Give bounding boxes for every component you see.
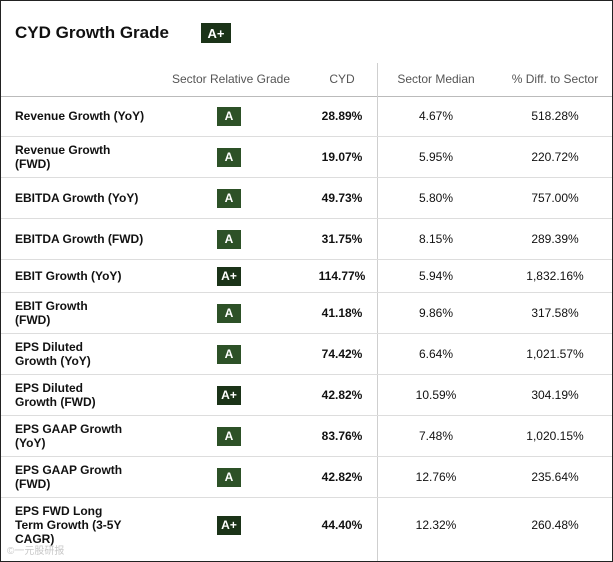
table-row: EPS FWD Long Term Growth (3-5Y CAGR) A+ … xyxy=(1,498,612,552)
cyd-value: 114.77% xyxy=(318,269,366,283)
metric-label: Revenue Growth (FWD) xyxy=(15,143,111,171)
grade-badge: A xyxy=(217,229,241,249)
cyd-value: 42.82% xyxy=(321,388,363,402)
sector-median-value: 12.76% xyxy=(415,470,457,484)
cyd-value: 19.07% xyxy=(321,150,363,164)
diff-value: 757.00% xyxy=(531,191,579,205)
table-header: Sector Relative Grade CYD Sector Median … xyxy=(1,63,612,97)
table-row: EPS Diluted Growth (YoY) A 74.42% 6.64% … xyxy=(1,334,612,375)
metric-label: EPS FWD Long Term Growth (3-5Y CAGR) xyxy=(15,504,122,546)
grade-badge: A xyxy=(217,106,241,126)
metric-label: EBIT Growth (FWD) xyxy=(15,299,88,327)
grade-badge: A xyxy=(217,303,241,323)
grade-badge: A xyxy=(217,188,241,208)
cyd-value: 44.40% xyxy=(321,518,363,532)
overall-grade-badge: A+ xyxy=(200,23,231,43)
diff-value: 1,021.57% xyxy=(526,347,584,361)
table-row: EBIT Growth (YoY) A+ 114.77% 5.94% 1,832… xyxy=(1,260,612,293)
diff-value: 289.39% xyxy=(531,232,579,246)
grade-badge: A+ xyxy=(217,266,241,286)
sector-median-value: 12.32% xyxy=(415,518,457,532)
diff-value: 235.64% xyxy=(531,470,579,484)
cyd-value: 41.18% xyxy=(321,306,363,320)
sector-median-value: 5.80% xyxy=(418,191,454,205)
header-sector-relative-grade[interactable]: Sector Relative Grade xyxy=(171,72,291,86)
header-diff-to-sector[interactable]: % Diff. to Sector xyxy=(511,72,599,86)
page-title: CYD Growth Grade xyxy=(15,23,169,42)
cyd-value: 42.82% xyxy=(321,470,363,484)
grade-badge: A xyxy=(217,467,241,487)
metric-label: EPS GAAP Growth (YoY) xyxy=(15,422,123,450)
metric-label: EBITDA Growth (YoY) xyxy=(15,191,139,205)
column-divider xyxy=(377,63,378,561)
table-row: EPS GAAP Growth (FWD) A 42.82% 12.76% 23… xyxy=(1,457,612,498)
table-row: EPS GAAP Growth (YoY) A 83.76% 7.48% 1,0… xyxy=(1,416,612,457)
diff-value: 1,832.16% xyxy=(526,269,584,283)
grade-badge: A+ xyxy=(217,515,241,535)
cyd-value: 74.42% xyxy=(321,347,363,361)
cyd-value: 49.73% xyxy=(321,191,363,205)
table-row: Revenue Growth (YoY) A 28.89% 4.67% 518.… xyxy=(1,96,612,137)
table-row: EBITDA Growth (YoY) A 49.73% 5.80% 757.0… xyxy=(1,178,612,219)
grade-badge: A xyxy=(217,344,241,364)
sector-median-value: 8.15% xyxy=(418,232,454,246)
diff-value: 518.28% xyxy=(531,109,579,123)
sector-median-value: 4.67% xyxy=(418,109,454,123)
cyd-value: 83.76% xyxy=(321,429,363,443)
grade-badge: A xyxy=(217,147,241,167)
metric-label: EBITDA Growth (FWD) xyxy=(15,232,144,246)
diff-value: 220.72% xyxy=(531,150,579,164)
metric-label: EPS Diluted Growth (FWD) xyxy=(15,381,96,409)
sector-median-value: 6.64% xyxy=(418,347,454,361)
sector-median-value: 7.48% xyxy=(418,429,454,443)
cyd-value: 28.89% xyxy=(321,109,363,123)
sector-median-value: 5.94% xyxy=(418,269,454,283)
growth-table: Revenue Growth (YoY) A 28.89% 4.67% 518.… xyxy=(1,96,612,552)
metric-label: EPS GAAP Growth (FWD) xyxy=(15,463,123,491)
diff-value: 317.58% xyxy=(531,306,579,320)
diff-value: 1,020.15% xyxy=(526,429,584,443)
header-sector-median[interactable]: Sector Median xyxy=(397,72,475,86)
diff-value: 304.19% xyxy=(531,388,579,402)
watermark: ©一元股研报 xyxy=(7,546,65,557)
table-row: EBITDA Growth (FWD) A 31.75% 8.15% 289.3… xyxy=(1,219,612,260)
title-row: CYD Growth Grade A+ xyxy=(15,23,231,43)
diff-value: 260.48% xyxy=(531,518,579,532)
table-row: EBIT Growth (FWD) A 41.18% 9.86% 317.58% xyxy=(1,293,612,334)
metric-label: Revenue Growth (YoY) xyxy=(15,109,145,123)
grade-badge: A+ xyxy=(217,385,241,405)
metric-label: EPS Diluted Growth (YoY) xyxy=(15,340,91,368)
table-row: EPS Diluted Growth (FWD) A+ 42.82% 10.59… xyxy=(1,375,612,416)
cyd-value: 31.75% xyxy=(321,232,363,246)
sector-median-value: 5.95% xyxy=(418,150,454,164)
grade-badge: A xyxy=(217,426,241,446)
header-cyd[interactable]: CYD xyxy=(329,72,355,86)
sector-median-value: 9.86% xyxy=(418,306,454,320)
metric-label: EBIT Growth (YoY) xyxy=(15,269,122,283)
sector-median-value: 10.59% xyxy=(415,388,457,402)
table-row: Revenue Growth (FWD) A 19.07% 5.95% 220.… xyxy=(1,137,612,178)
